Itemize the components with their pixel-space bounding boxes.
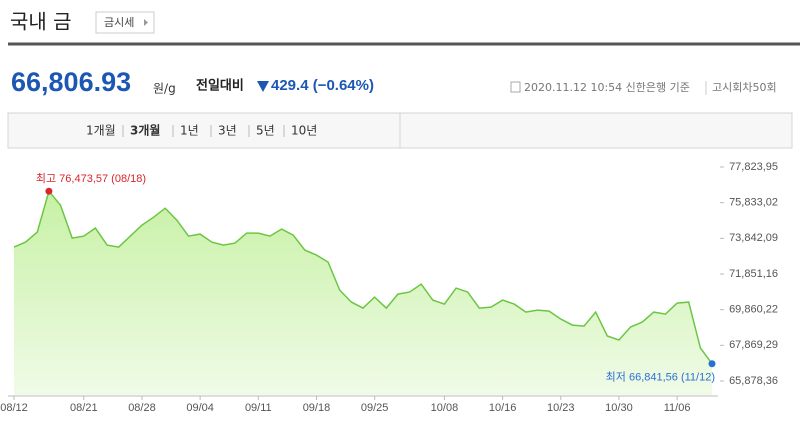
change: 429.4 (−0.64%) (271, 77, 374, 94)
x-tick-label: 10/30 (605, 402, 633, 414)
x-tick-label: 09/25 (361, 402, 389, 414)
tabs: 1개월 3개월 1년 3년 5년 10년 (86, 123, 317, 138)
title: 국내 금 (10, 10, 72, 34)
high-label: 최고 76,473,57 (08/18) (36, 172, 146, 185)
y-tick-label: 67,869,29 (729, 339, 778, 351)
down-arrow (257, 81, 269, 92)
x-tick-label: 10/16 (489, 402, 517, 414)
change-label: 전일대비 (196, 78, 244, 94)
button-arrow (144, 19, 148, 26)
tab[interactable]: 5년 (256, 124, 275, 138)
tab[interactable]: 3개월 (130, 123, 160, 138)
tab[interactable]: 10년 (291, 124, 317, 138)
x-tick-label: 11/06 (664, 402, 691, 414)
price-line (13, 189, 713, 365)
x-tick-label: 08/21 (70, 402, 98, 414)
tab[interactable]: 1년 (180, 124, 199, 138)
high-marker (45, 187, 53, 195)
tab[interactable]: 3년 (218, 124, 237, 138)
y-tick-label: 69,860,22 (729, 304, 778, 316)
x-tick-label: 10/23 (547, 402, 575, 414)
price: 66,806.93 (11, 67, 131, 97)
chart: 08/12 08/21 08/28 09/04 09/11 09/18 09/25 10/08… (0, 161, 778, 414)
tab[interactable]: 1개월 (86, 124, 116, 138)
low-label: 최저 66,841,56 (11/12) (606, 371, 715, 384)
y-tick-label: 75,833,02 (729, 197, 778, 209)
x-tick-label: 09/11 (245, 402, 272, 414)
price-unit: 원/g (153, 82, 176, 96)
x-tick-label: 08/12 (0, 402, 28, 414)
y-tick-label: 77,823,95 (729, 161, 778, 173)
area-fill (14, 191, 712, 395)
y-tick-label: 73,842,09 (729, 232, 778, 244)
round: 고시회차50회 (712, 81, 777, 94)
source: 2020.11.12 10:54 신한은행 기준 (524, 81, 690, 94)
low-marker (708, 360, 716, 368)
y-tick-label: 65,878,36 (729, 375, 778, 387)
button-box[interactable] (95, 11, 155, 34)
x-tick-label: 09/18 (303, 402, 331, 414)
button-label[interactable]: 금시세 (104, 16, 134, 29)
source-icon (510, 81, 521, 93)
x-tick-label: 10/08 (431, 402, 459, 414)
x-tick-label: 08/28 (128, 402, 156, 414)
y-tick-label: 71,851,16 (729, 268, 778, 280)
x-tick-label: 09/04 (186, 402, 214, 414)
